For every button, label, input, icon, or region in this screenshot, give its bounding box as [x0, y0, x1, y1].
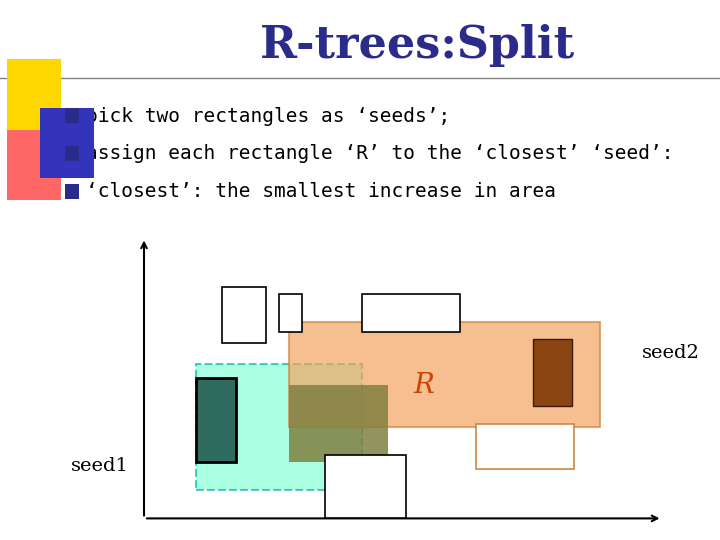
Bar: [222, 287, 266, 343]
Text: assign each rectangle ‘R’ to the ‘closest’ ‘seed’:: assign each rectangle ‘R’ to the ‘closes…: [86, 144, 674, 164]
Text: seed2: seed2: [642, 345, 700, 362]
Bar: [7, 59, 61, 130]
Bar: [40, 108, 94, 178]
Bar: [289, 322, 600, 427]
Text: seed1: seed1: [71, 457, 128, 475]
Bar: [476, 423, 575, 469]
Bar: [196, 364, 361, 490]
Text: R: R: [413, 372, 434, 399]
Bar: [361, 294, 460, 332]
Bar: [533, 339, 572, 406]
Text: ‘closest’: the smallest increase in area: ‘closest’: the smallest increase in area: [86, 182, 557, 201]
Bar: [289, 385, 387, 462]
Bar: [65, 146, 79, 161]
Bar: [325, 455, 406, 518]
Bar: [196, 378, 236, 462]
Bar: [7, 130, 61, 200]
Text: R-trees:Split: R-trees:Split: [260, 24, 575, 68]
Bar: [65, 184, 79, 199]
Bar: [279, 294, 302, 332]
Bar: [65, 108, 79, 123]
Text: pick two rectangles as ‘seeds’;: pick two rectangles as ‘seeds’;: [86, 106, 451, 126]
